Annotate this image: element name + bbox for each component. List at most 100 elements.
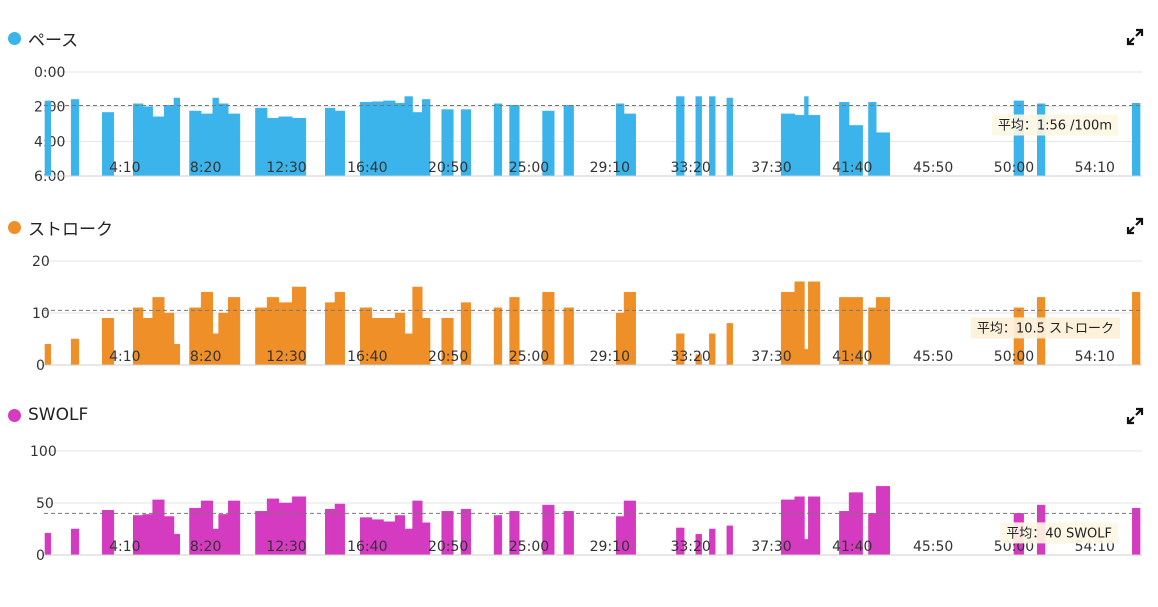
stroke-title-text: ストローク [28, 220, 113, 240]
stroke-bar[interactable] [164, 312, 175, 366]
swolf-bar[interactable] [228, 500, 241, 556]
swolf-bar[interactable] [70, 528, 80, 556]
swolf-bar[interactable] [334, 503, 345, 556]
swolf-bar[interactable] [44, 532, 52, 556]
stroke-bar[interactable] [152, 297, 165, 366]
pace-bar[interactable] [563, 104, 574, 177]
swolf-bar[interactable] [325, 508, 336, 556]
x-tick-label: 8:20 [190, 160, 221, 176]
pace-bar[interactable] [228, 113, 241, 177]
swolf-bar[interactable] [164, 516, 175, 556]
swolf-bar[interactable] [394, 515, 406, 556]
x-tick-label: 12:30 [266, 349, 306, 365]
pace-bar[interactable] [493, 103, 503, 177]
y-tick-label: 20 [32, 254, 50, 270]
stroke-bar[interactable] [228, 297, 241, 366]
swolf-panel: SWOLF 0 50 100 4:10 8:20 12:30 16:40 20:50 25:00… [0, 405, 1158, 585]
x-tick-label: 54:10 [1075, 349, 1115, 365]
x-tick-label: 33:20 [670, 539, 710, 555]
swolf-bar[interactable] [875, 486, 891, 556]
pace-bar[interactable] [726, 97, 733, 177]
stroke-bar[interactable] [794, 281, 805, 366]
expand-icon[interactable] [1126, 217, 1144, 235]
stroke-bar[interactable] [404, 333, 413, 366]
x-tick-label: 45:50 [913, 349, 953, 365]
stroke-chart: 0 10 20 4:10 8:20 12:30 16:40 20:50 25:00 29:10 33… [32, 254, 1142, 374]
x-tick-label: 25:00 [509, 539, 549, 555]
stroke-bar[interactable] [44, 343, 52, 366]
stroke-bar[interactable] [726, 323, 733, 366]
stroke-average-label: 平均：10.5 ストローク [970, 317, 1120, 339]
expand-icon[interactable] [1126, 407, 1144, 425]
stroke-bar[interactable] [142, 317, 153, 366]
pace-bar[interactable] [142, 106, 153, 177]
pace-bar[interactable] [875, 132, 891, 177]
pace-bar[interactable] [808, 115, 821, 177]
stroke-bar[interactable] [325, 302, 336, 366]
stroke-panel: ストローク 0 10 20 4:10 8:20 12:30 16:40 20:50 25:00 2… [0, 215, 1158, 395]
pace-chart: 0:002:004:006:004:108:2012:3016:4020:502… [34, 65, 1142, 185]
pace-bar[interactable] [1132, 102, 1141, 177]
pace-bar[interactable] [794, 115, 805, 177]
stroke-bar[interactable] [563, 307, 574, 366]
swolf-bar[interactable] [152, 499, 165, 556]
x-tick-label: 4:10 [109, 539, 140, 555]
swolf-bar[interactable] [404, 528, 413, 556]
x-tick-label: 41:40 [832, 349, 872, 365]
pace-bar[interactable] [394, 102, 406, 177]
swolf-bar[interactable] [726, 525, 733, 556]
stroke-bar[interactable] [493, 307, 503, 366]
y-tick-label: 0 [36, 548, 45, 564]
expand-icon[interactable] [1126, 28, 1144, 46]
stroke-bar[interactable] [334, 291, 345, 366]
stroke-bar[interactable] [1132, 291, 1141, 366]
pace-bar[interactable] [334, 110, 345, 177]
stroke-bar[interactable] [804, 349, 809, 366]
x-tick-label: 29:10 [590, 539, 630, 555]
pace-bar[interactable] [44, 100, 52, 177]
stroke-bar[interactable] [70, 338, 80, 366]
swolf-title-text: SWOLF [28, 405, 89, 425]
swolf-bar[interactable] [804, 539, 809, 556]
swolf-bar[interactable] [173, 533, 181, 556]
x-tick-label: 25:00 [509, 160, 549, 176]
swolf-bar[interactable] [794, 496, 805, 556]
stroke-bar[interactable] [875, 297, 891, 366]
swolf-bar[interactable] [1132, 507, 1141, 556]
swolf-panel-title: SWOLF [8, 405, 88, 425]
swolf-bar[interactable] [563, 511, 574, 556]
stroke-bar[interactable] [394, 312, 406, 366]
x-tick-label: 37:30 [751, 160, 791, 176]
average-label-background [970, 317, 1120, 339]
x-tick-label: 12:30 [266, 539, 306, 555]
pace-bar[interactable] [70, 99, 80, 177]
x-tick-label: 20:50 [428, 539, 468, 555]
pace-bar[interactable] [325, 107, 336, 177]
stroke-bar[interactable] [173, 343, 181, 366]
pace-bar[interactable] [152, 116, 165, 177]
x-tick-label: 50:00 [994, 160, 1034, 176]
average-label-background [991, 114, 1118, 136]
swolf-bar[interactable] [412, 500, 423, 556]
y-tick-label: 100 [30, 444, 57, 460]
x-tick-label: 37:30 [751, 539, 791, 555]
pace-bar[interactable] [404, 96, 413, 177]
x-tick-label: 20:50 [428, 160, 468, 176]
swolf-bar[interactable] [142, 514, 153, 556]
pace-bar[interactable] [164, 104, 175, 177]
y-tick-label: 6:00 [34, 169, 65, 185]
swolf-bar[interactable] [808, 496, 821, 556]
x-tick-label: 37:30 [751, 349, 791, 365]
stroke-panel-title: ストローク [8, 215, 113, 240]
pace-bar[interactable] [173, 97, 181, 177]
average-label-text: 平均：1:56 /100m [998, 119, 1112, 134]
swolf-bar[interactable] [493, 515, 503, 556]
x-tick-label: 16:40 [347, 349, 387, 365]
stroke-bar[interactable] [412, 286, 423, 366]
x-tick-label: 20:50 [428, 349, 468, 365]
stroke-bar[interactable] [808, 281, 821, 366]
x-tick-label: 54:10 [1075, 160, 1115, 176]
pace-bar[interactable] [804, 96, 809, 177]
pace-bar[interactable] [412, 112, 423, 177]
x-tick-label: 4:10 [109, 349, 140, 365]
